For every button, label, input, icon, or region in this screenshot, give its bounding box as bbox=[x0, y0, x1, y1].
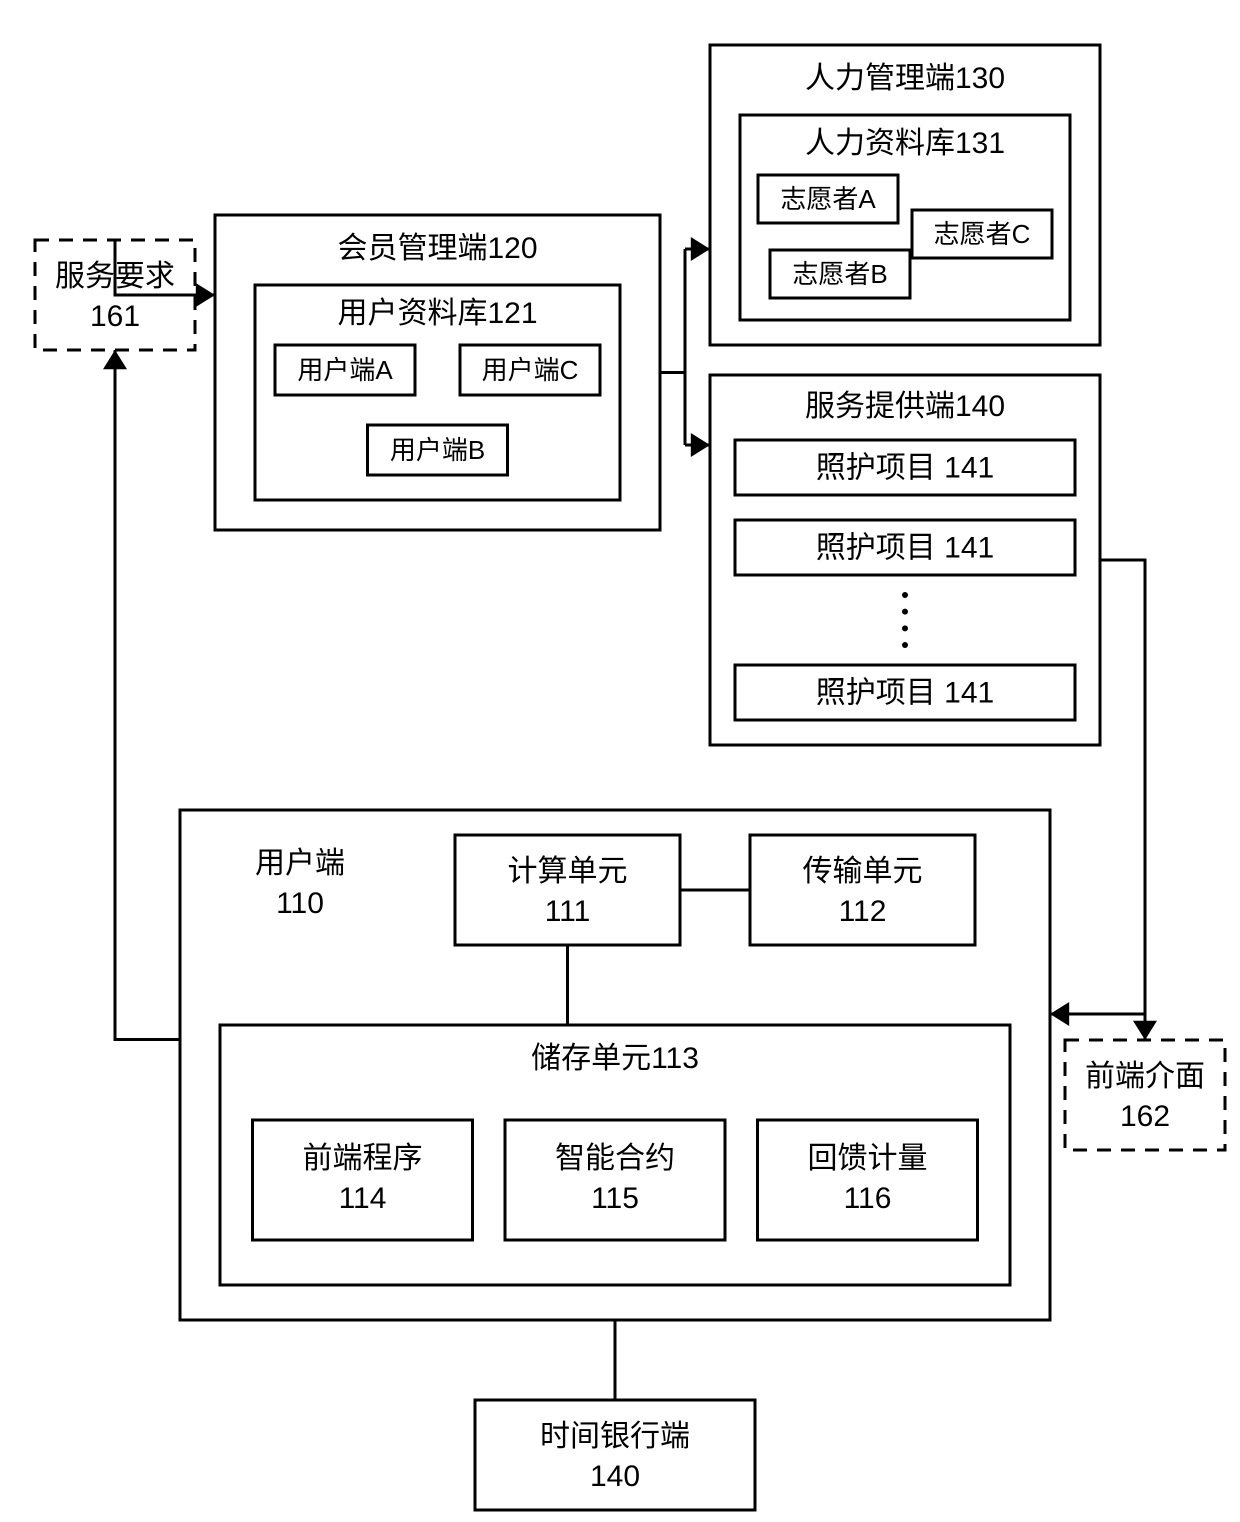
compute-label: 计算单元 bbox=[508, 855, 628, 888]
frontprog-label: 前端程序 bbox=[303, 1142, 423, 1175]
vol-b-label: 志愿者B bbox=[792, 259, 887, 289]
storage-label: 储存单元113 bbox=[531, 1042, 699, 1075]
client-c-label: 用户端C bbox=[482, 355, 579, 385]
vol-c-label: 志愿者C bbox=[934, 219, 1031, 249]
transmit-num: 112 bbox=[839, 895, 887, 928]
feedback-label: 回馈计量 bbox=[808, 1142, 928, 1175]
care1-label: 照护项目 141 bbox=[816, 451, 994, 484]
care3-label: 照护项目 141 bbox=[816, 676, 994, 709]
user-db-label: 用户资料库121 bbox=[337, 297, 537, 330]
hr-mgmt-label: 人力管理端130 bbox=[805, 62, 1005, 95]
smart-num: 115 bbox=[591, 1182, 639, 1215]
front-ui-label: 前端介面 bbox=[1085, 1060, 1205, 1093]
client-num: 110 bbox=[276, 887, 324, 920]
transmit-label: 传输单元 bbox=[803, 855, 923, 888]
front-ui-num: 162 bbox=[1120, 1100, 1170, 1133]
timebank-num: 140 bbox=[590, 1460, 640, 1493]
care2-label: 照护项目 141 bbox=[816, 531, 994, 564]
feedback-num: 116 bbox=[844, 1182, 892, 1215]
frontprog-num: 114 bbox=[339, 1182, 387, 1215]
member-mgmt-label: 会员管理端120 bbox=[337, 232, 537, 265]
vol-a-label: 志愿者A bbox=[780, 184, 876, 214]
smart-label: 智能合约 bbox=[555, 1142, 675, 1175]
hr-db-label: 人力资料库131 bbox=[805, 127, 1005, 160]
client-a-label: 用户端A bbox=[297, 355, 393, 385]
timebank-label: 时间银行端 bbox=[540, 1420, 690, 1453]
service-provider-label: 服务提供端140 bbox=[805, 390, 1005, 423]
service-request-num: 161 bbox=[90, 300, 140, 333]
compute-num: 111 bbox=[545, 895, 591, 928]
client-label: 用户端 bbox=[255, 847, 345, 880]
client-b-label: 用户端B bbox=[390, 435, 485, 465]
